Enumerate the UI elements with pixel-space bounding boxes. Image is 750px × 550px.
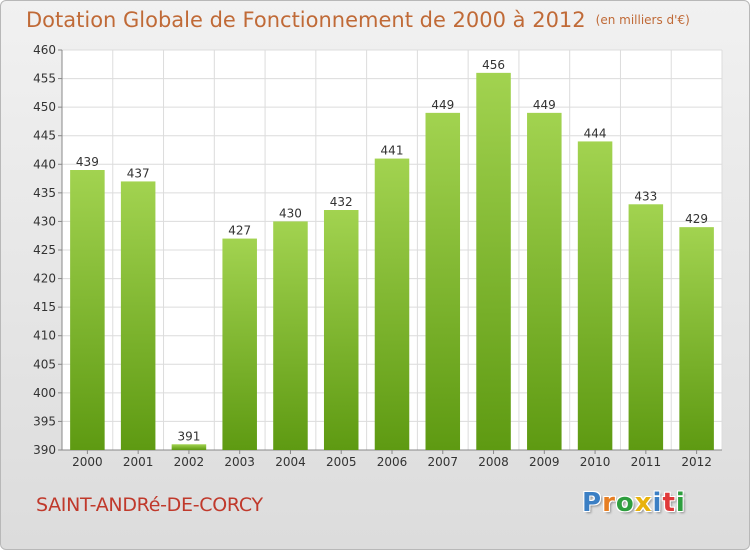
brand-letter: r <box>602 488 616 518</box>
y-tick-label: 395 <box>33 414 56 428</box>
y-tick-label: 425 <box>33 243 56 257</box>
x-tick-label: 2006 <box>377 455 408 469</box>
brand-letter: o <box>615 488 635 518</box>
y-tick-label: 415 <box>33 300 56 314</box>
y-tick-label: 420 <box>33 272 56 286</box>
bar-value-label: 456 <box>482 58 505 72</box>
y-tick-label: 390 <box>33 443 56 457</box>
bar <box>222 238 257 450</box>
x-tick-label: 2005 <box>326 455 357 469</box>
bar-value-label: 439 <box>76 155 99 169</box>
bar <box>527 112 562 450</box>
y-tick-label: 410 <box>33 329 56 343</box>
bar <box>120 181 156 450</box>
bar-value-label: 441 <box>381 144 404 158</box>
brand-letter: P <box>582 488 603 518</box>
brand-letter: t <box>662 488 676 518</box>
bar <box>70 170 105 450</box>
y-tick-label: 430 <box>33 214 56 228</box>
x-tick-label: 2008 <box>478 455 509 469</box>
x-tick-label: 2010 <box>580 455 611 469</box>
bar <box>171 444 207 450</box>
bar-value-label: 449 <box>431 98 454 112</box>
x-tick-label: 2009 <box>529 455 560 469</box>
x-tick-label: 2002 <box>174 455 205 469</box>
x-tick-label: 2003 <box>224 455 255 469</box>
chart-unit: (en milliers d'€) <box>595 13 690 27</box>
chart-title-block: Dotation Globale de Fonctionnement de 20… <box>26 8 690 32</box>
x-tick-label: 2007 <box>427 455 458 469</box>
brand-letter: i <box>675 488 686 518</box>
brand-letter: x <box>634 488 653 518</box>
x-tick-label: 2012 <box>681 455 712 469</box>
bar-value-label: 427 <box>228 224 251 238</box>
proxiti-logo[interactable]: Proxiti <box>582 488 686 518</box>
y-tick-label: 455 <box>33 72 56 86</box>
bar <box>374 158 410 451</box>
y-tick-label: 435 <box>33 186 56 200</box>
y-tick-label: 400 <box>33 386 56 400</box>
bar-value-label: 391 <box>177 429 200 443</box>
x-tick-label: 2004 <box>275 455 306 469</box>
bar-value-label: 449 <box>533 98 556 112</box>
y-tick-label: 440 <box>33 157 56 171</box>
y-tick-label: 445 <box>33 129 56 143</box>
bar <box>425 112 461 450</box>
y-tick-label: 460 <box>33 43 56 57</box>
y-tick-label: 450 <box>33 100 56 114</box>
bar-value-label: 444 <box>584 126 607 140</box>
bar <box>323 210 359 450</box>
x-tick-label: 2001 <box>123 455 154 469</box>
bar <box>273 221 308 450</box>
bar <box>679 227 714 450</box>
bar <box>628 204 664 450</box>
place-name: SAINT-ANDRé-DE-CORCY <box>36 494 263 516</box>
bar-value-label: 429 <box>685 212 708 226</box>
bar-value-label: 430 <box>279 206 302 220</box>
x-tick-label: 2000 <box>72 455 103 469</box>
chart-title: Dotation Globale de Fonctionnement de 20… <box>26 8 586 32</box>
brand-letter: i <box>652 488 663 518</box>
bar-value-label: 437 <box>127 166 150 180</box>
bar-value-label: 433 <box>634 189 657 203</box>
y-tick-label: 405 <box>33 357 56 371</box>
bar-value-label: 432 <box>330 195 353 209</box>
bar <box>476 72 511 450</box>
bar <box>577 141 613 450</box>
x-tick-label: 2011 <box>631 455 662 469</box>
